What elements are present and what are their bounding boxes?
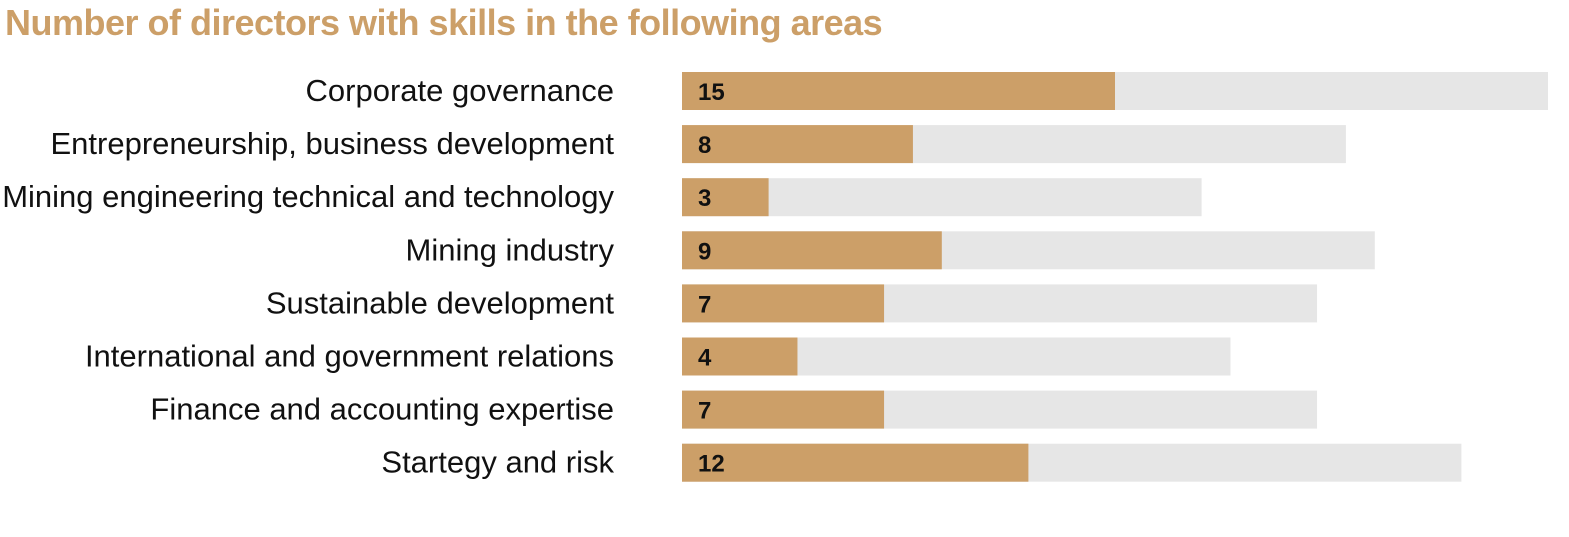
chart-title: Number of directors with skills in the f… xyxy=(5,2,883,43)
category-label: Mining industry xyxy=(406,232,615,267)
category-labels: Corporate governance Entrepreneurship, bu… xyxy=(2,73,614,480)
data-label: 15 xyxy=(698,79,725,106)
category-label: Sustainable development xyxy=(266,285,615,320)
bar xyxy=(682,443,1029,482)
bar xyxy=(682,72,1115,110)
data-label: 9 xyxy=(698,238,711,265)
category-label: Startegy and risk xyxy=(381,445,614,480)
category-label: Mining engineering technical and technol… xyxy=(2,179,614,214)
data-label: 3 xyxy=(698,185,711,212)
value-bars xyxy=(682,72,1115,482)
data-label: 8 xyxy=(698,132,711,159)
data-label: 12 xyxy=(698,451,725,478)
category-label: Corporate governance xyxy=(306,73,614,108)
data-label: 7 xyxy=(698,291,711,318)
category-label: Entrepreneurship, business development xyxy=(50,126,614,161)
data-label: 4 xyxy=(698,345,712,372)
data-label: 7 xyxy=(698,398,711,425)
category-label: Finance and accounting expertise xyxy=(150,392,614,427)
bar xyxy=(682,390,885,429)
bar xyxy=(682,125,913,164)
bar xyxy=(682,178,769,217)
bar xyxy=(682,231,942,270)
category-label: International and government relations xyxy=(85,339,614,374)
value-labels: 15 8 3 9 7 4 7 12 xyxy=(698,79,725,478)
bar xyxy=(682,284,885,323)
bar xyxy=(682,337,798,376)
